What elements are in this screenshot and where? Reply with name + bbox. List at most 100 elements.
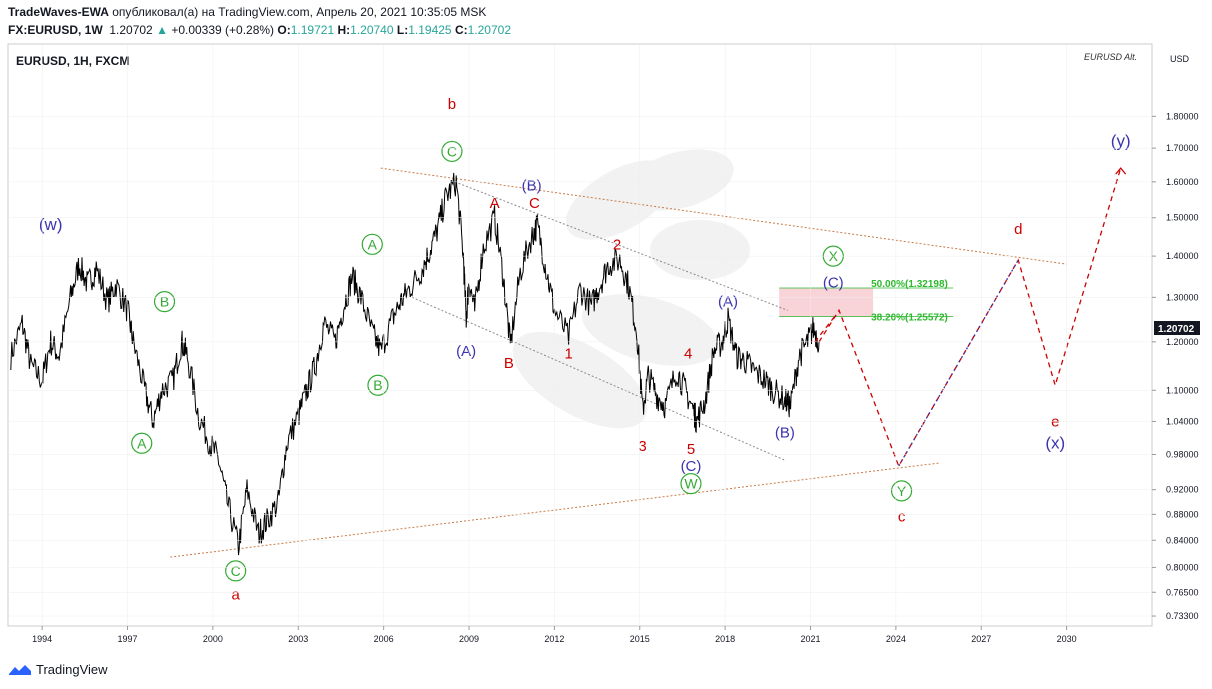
y-tick-label: 1.20000 <box>1166 337 1199 347</box>
publish-info: опубликовал(а) на TradingView.com, Апрел… <box>108 5 487 19</box>
footer-brand-text: TradingView <box>36 662 108 677</box>
wave-label: a <box>231 586 240 603</box>
close-label: C: <box>454 23 468 37</box>
wave-label: C <box>529 195 540 212</box>
wave-label: (A) <box>456 343 476 360</box>
price-value: 1.20702 <box>109 23 153 37</box>
wave-label: e <box>1051 413 1059 430</box>
y-tick-label: 0.80000 <box>1166 562 1199 572</box>
tradingview-logo-icon <box>9 664 31 675</box>
x-tick-label: 2030 <box>1057 634 1077 644</box>
wave-label: Y <box>897 483 907 499</box>
y-tick-label: 0.88000 <box>1166 509 1199 519</box>
wave-label: B <box>504 355 514 372</box>
wave-label: C <box>231 563 241 579</box>
wave-label: (y) <box>1111 132 1131 151</box>
overlay-label: EURUSD Alt. <box>1084 52 1137 62</box>
chart-title: EURUSD, 1H, FXCM <box>16 54 129 68</box>
y-tick-label: 1.10000 <box>1166 385 1199 395</box>
plot-area <box>7 43 1153 627</box>
symbol-line: FX:EURUSD, 1W 1.20702 ▲ +0.00339 (+0.28%… <box>8 23 511 37</box>
wave-circle <box>225 560 247 582</box>
wave-label: A <box>137 435 147 451</box>
change-value: +0.00339 (+0.28%) <box>171 23 275 37</box>
watermark-leaf <box>512 331 648 429</box>
low-label: L: <box>396 23 409 37</box>
x-tick-label: 2027 <box>971 634 991 644</box>
watermark-leaf <box>626 149 734 211</box>
wave-label: A <box>490 195 500 212</box>
wave-label: b <box>448 96 456 113</box>
x-tick-label: 1997 <box>118 634 138 644</box>
watermark-leaf <box>650 220 750 280</box>
currency-label: USD <box>1170 54 1190 64</box>
wave-label: W <box>684 476 698 492</box>
x-tick-label: 2003 <box>288 634 308 644</box>
open-label: O: <box>277 23 291 37</box>
x-tick-label: 2015 <box>630 634 650 644</box>
wave-label: B <box>373 377 382 393</box>
x-axis-ticks: 1994 1997 2000 2003 2006 2009 2012 2015 2018 2021… <box>32 44 1077 644</box>
trendline-channel-upper <box>454 181 788 311</box>
up-arrow-icon: ▲ <box>156 23 168 37</box>
wave-label: C <box>447 143 457 159</box>
author-name[interactable]: TradeWaves-EWA <box>8 5 109 19</box>
wave-label: A <box>368 236 378 252</box>
wave-label: (B) <box>522 177 542 194</box>
y-tick-label: 1.50000 <box>1166 213 1199 223</box>
y-tick-label: 0.76500 <box>1166 587 1199 597</box>
footer-brand[interactable]: TradingView <box>8 662 108 677</box>
y-tick-label: 1.40000 <box>1166 251 1199 261</box>
last-price-badge: 1.20702 <box>1154 321 1200 335</box>
y-tick-label: 0.84000 <box>1166 535 1199 545</box>
close-value: 1.20702 <box>467 23 512 37</box>
low-value: 1.19425 <box>408 23 452 37</box>
high-label: H: <box>337 23 351 37</box>
fib-zone-rect <box>779 288 874 317</box>
fib-zone: 50.00%(1.32198) 38.20%(1.25572) <box>779 279 954 324</box>
y-tick-label: 1.30000 <box>1166 292 1199 302</box>
wave-label: (x) <box>1045 433 1065 452</box>
wave-circle <box>153 291 176 313</box>
projection-paths <box>814 167 1127 468</box>
x-tick-label: 2021 <box>800 634 820 644</box>
fib-level-label: 38.20%(1.25572) <box>871 313 948 324</box>
y-tick-label: 1.04000 <box>1166 416 1199 426</box>
wave-label: (B) <box>775 424 795 441</box>
wave-label: B <box>160 294 169 310</box>
watermark-logo <box>512 149 750 429</box>
projection-c-to-d-to-e <box>818 167 1122 468</box>
x-tick-label: 2012 <box>544 634 564 644</box>
wave-label: (C) <box>681 458 702 475</box>
y-tick-label: 0.92000 <box>1166 485 1199 495</box>
publish-line: TradeWaves-EWA опубликовал(а) на Trading… <box>8 5 486 19</box>
x-tick-label: 1994 <box>32 634 52 644</box>
x-tick-label: 2018 <box>715 634 735 644</box>
wave-circle <box>441 140 463 163</box>
x-tick-label: 2006 <box>374 634 394 644</box>
last-price-label: 1.20702 <box>1158 324 1195 335</box>
x-tick-label: 2000 <box>203 634 223 644</box>
wave-label: 1 <box>564 346 572 363</box>
wave-label: d <box>1014 221 1022 238</box>
y-axis-ticks: 1.80000 1.70000 1.60000 1.50000 1.40000 1.300… <box>8 111 1199 621</box>
wave-circle <box>890 480 913 502</box>
y-tick-label: 1.60000 <box>1166 177 1199 187</box>
x-tick-label: 2009 <box>459 634 479 644</box>
symbol-label: FX:EURUSD, 1W <box>8 23 103 37</box>
wave-circle <box>680 473 702 495</box>
projection-short-up <box>814 314 837 343</box>
wave-label: 3 <box>638 438 646 455</box>
price-line <box>10 172 820 556</box>
high-value: 1.20740 <box>350 23 394 37</box>
wave-label: 4 <box>684 346 692 363</box>
watermark-leaf <box>581 294 719 366</box>
wave-label: (C) <box>823 275 844 292</box>
wave-label: c <box>898 508 906 525</box>
y-tick-label: 1.70000 <box>1166 143 1199 153</box>
wave-circle <box>361 233 383 255</box>
y-tick-label: 0.73300 <box>1166 611 1199 621</box>
x-tick-label: 2024 <box>886 634 906 644</box>
wave-label: 2 <box>613 236 621 253</box>
